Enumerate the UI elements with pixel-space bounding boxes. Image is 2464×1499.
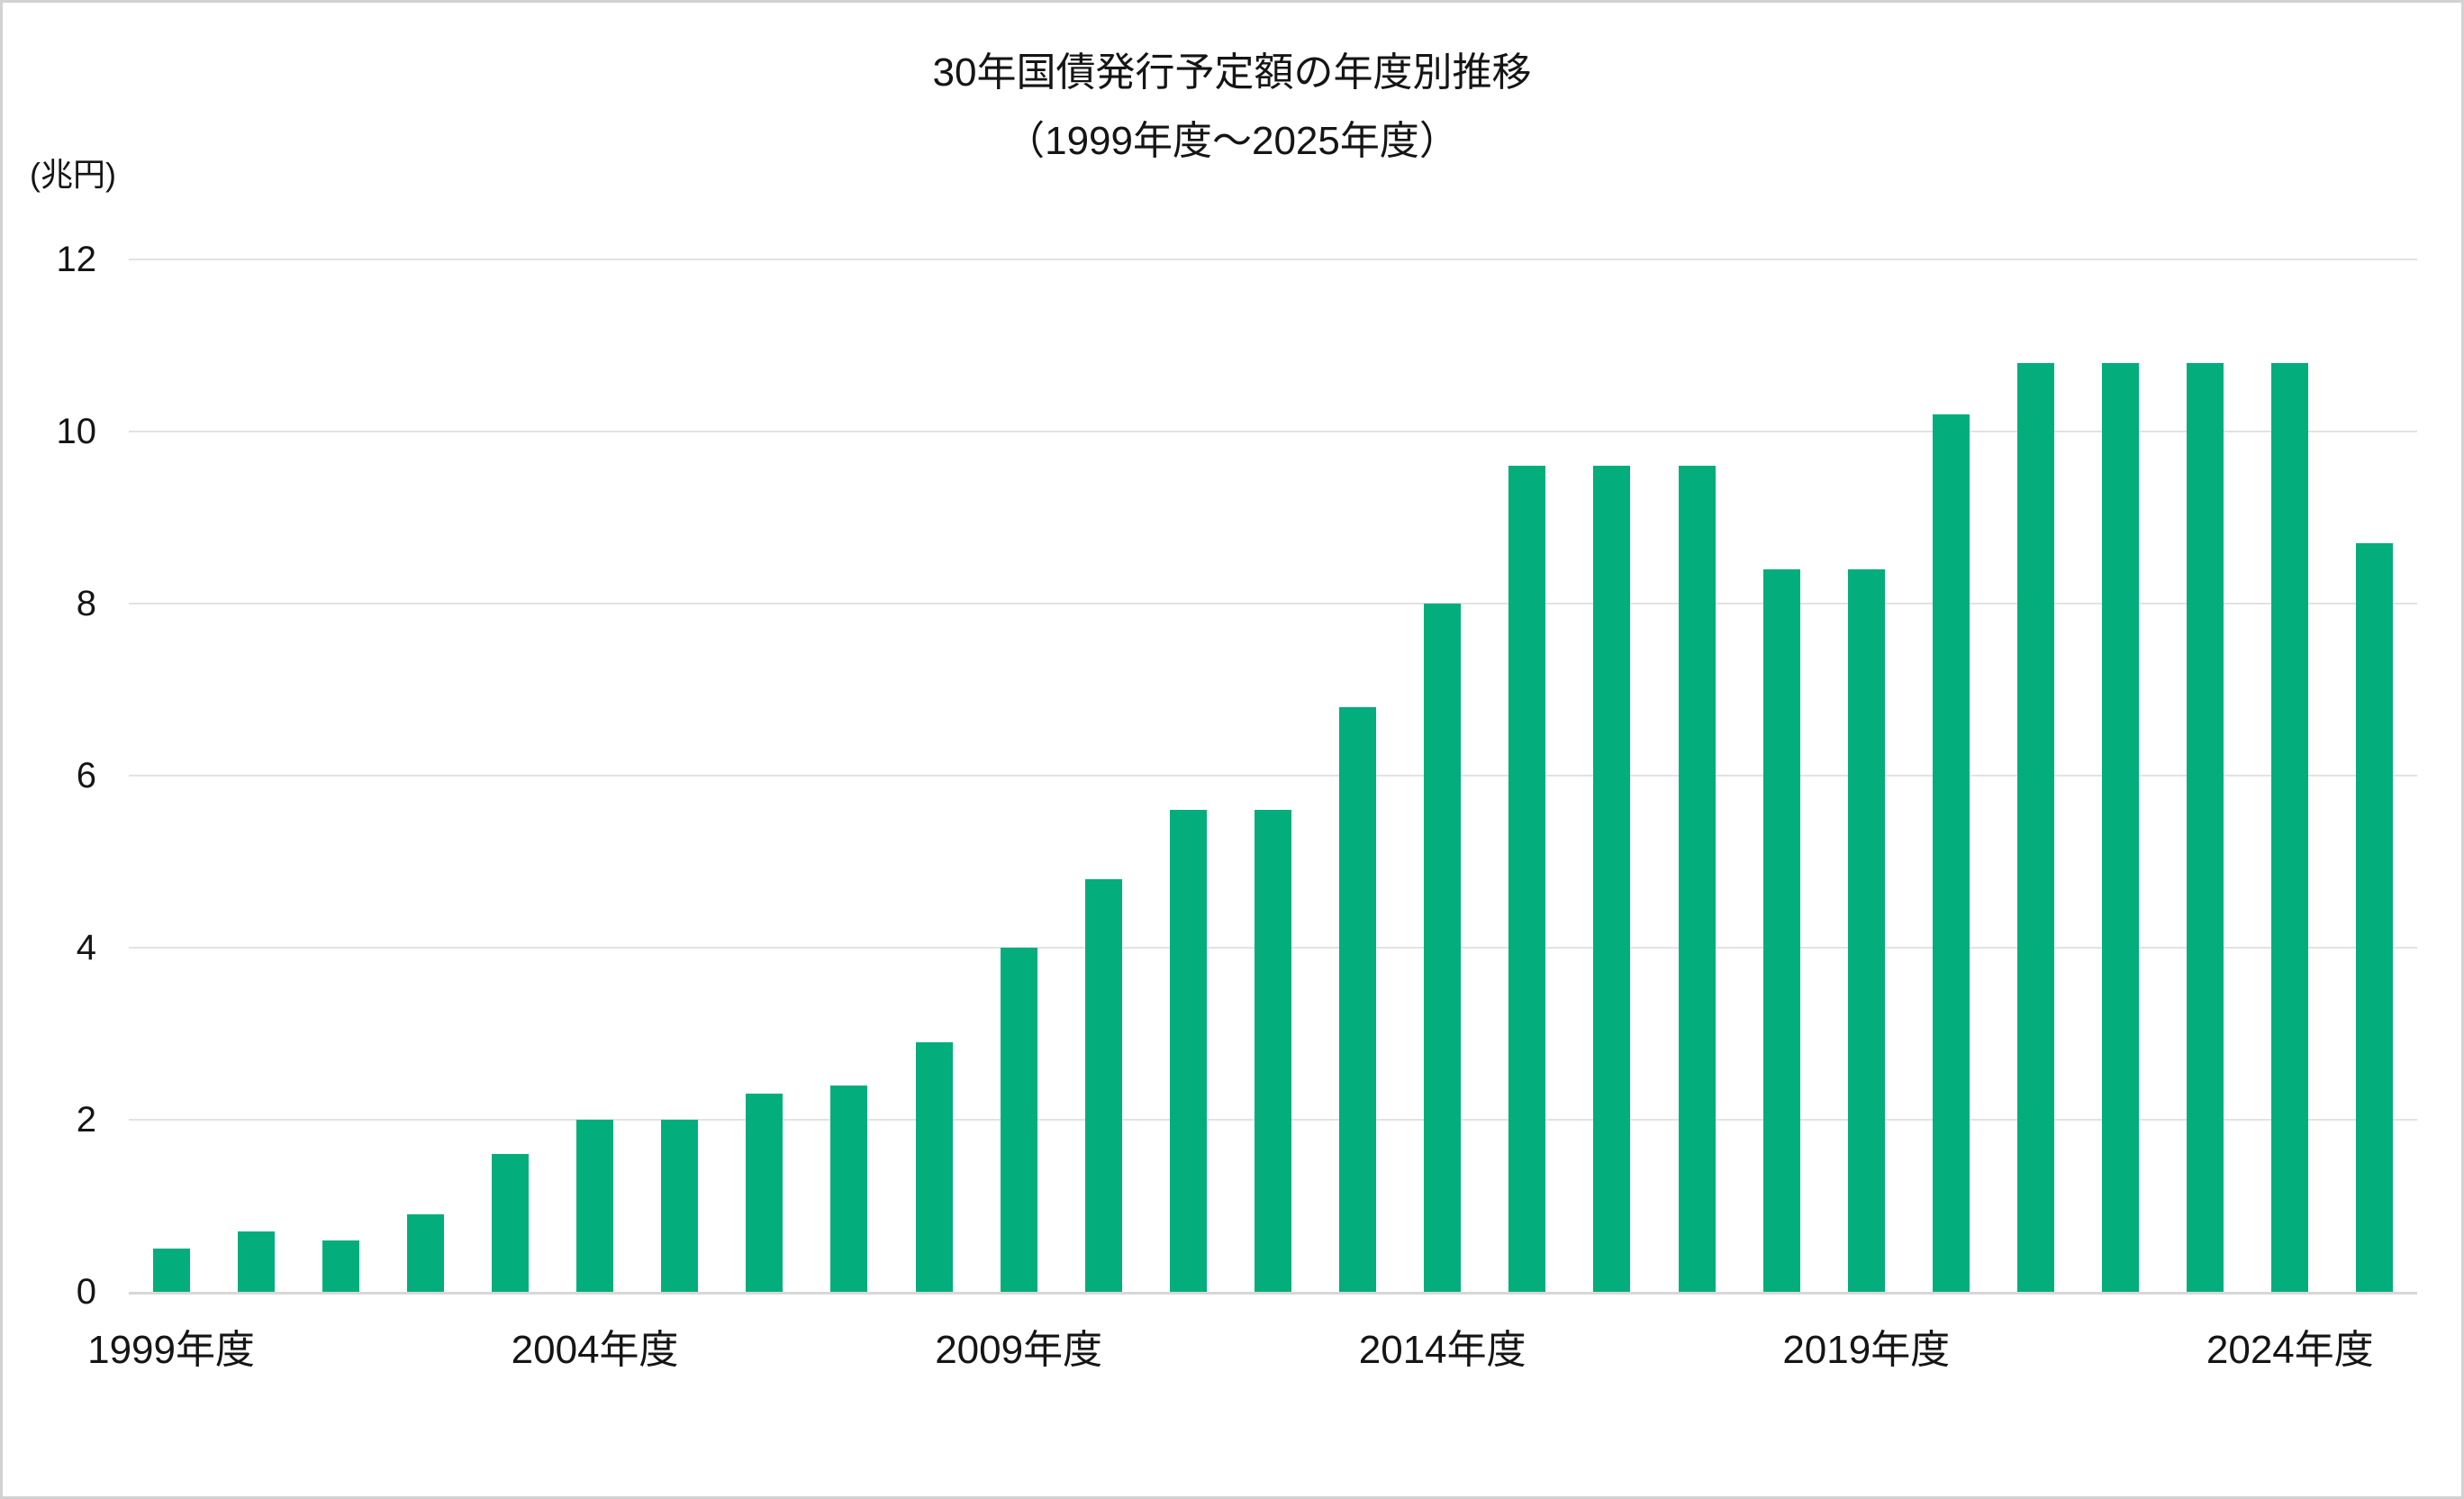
x-tick-label: 2024年度 <box>2206 1328 2374 1372</box>
bar <box>2102 362 2140 1292</box>
bar-slot <box>1146 259 1230 1292</box>
bar-slot <box>1908 259 1993 1292</box>
chart-subtitle: （1999年度～2025年度） <box>1005 119 1459 163</box>
bar <box>1254 810 1291 1292</box>
bar-slot <box>638 259 722 1292</box>
y-tick-label: 4 <box>76 928 96 968</box>
bar <box>152 1249 190 1292</box>
bar <box>915 1042 953 1292</box>
bar-slot <box>213 259 298 1292</box>
chart-title: 30年国債発行予定額の年度別推移 <box>932 50 1532 95</box>
bar-slot <box>298 259 383 1292</box>
bar-slot <box>1654 259 1739 1292</box>
plot-area <box>129 259 2417 1295</box>
bar-slot <box>2163 259 2248 1292</box>
bar <box>1932 413 1970 1292</box>
bar <box>2016 362 2054 1292</box>
y-tick-label: 2 <box>76 1100 96 1140</box>
y-axis-unit-label: (兆円) <box>30 156 116 193</box>
gridline-y-10 <box>129 431 2417 432</box>
bar <box>1593 466 1631 1292</box>
bar-slot <box>1739 259 1824 1292</box>
bar <box>1508 466 1546 1292</box>
y-tick-label: 10 <box>56 412 97 451</box>
bar <box>406 1214 444 1292</box>
gridline-y-12 <box>129 259 2417 260</box>
bar-slot <box>1824 259 1908 1292</box>
bar <box>1339 706 1377 1292</box>
bar <box>322 1240 359 1292</box>
bar <box>1169 810 1207 1292</box>
bar <box>237 1231 275 1292</box>
bar-slot <box>2248 259 2333 1292</box>
bar-slot <box>1485 259 1570 1292</box>
bar <box>1678 466 1716 1292</box>
bar <box>2187 362 2224 1292</box>
bar <box>491 1154 529 1292</box>
bar-slot <box>1061 259 1146 1292</box>
x-tick-label: 1999年度 <box>87 1328 255 1372</box>
bar <box>1084 878 1122 1292</box>
bar <box>1424 604 1462 1292</box>
y-axis-tick-labels: 0 2 4 6 8 10 12 <box>3 3 97 1496</box>
bar <box>830 1085 868 1292</box>
x-tick-label: 2019年度 <box>1782 1328 1951 1372</box>
bar-slot <box>129 259 213 1292</box>
bar-slot <box>553 259 638 1292</box>
x-tick-label: 2014年度 <box>1358 1328 1526 1372</box>
bar-slot <box>1570 259 1654 1292</box>
bar-series <box>129 259 2417 1292</box>
bar-slot <box>892 259 976 1292</box>
bar-slot <box>1230 259 1315 1292</box>
bar-slot <box>1993 259 2078 1292</box>
bar <box>661 1120 699 1292</box>
bar-slot <box>807 259 892 1292</box>
bar-slot <box>2079 259 2163 1292</box>
bar <box>1847 568 1885 1292</box>
bar-slot <box>1400 259 1485 1292</box>
bar-slot <box>383 259 467 1292</box>
bar-slot <box>722 259 807 1292</box>
bar <box>2271 362 2309 1292</box>
x-tick-label: 2009年度 <box>935 1328 1103 1372</box>
bar <box>1762 568 1800 1292</box>
gridline-y-8 <box>129 603 2417 604</box>
y-tick-label: 0 <box>76 1272 96 1312</box>
bar-slot <box>2333 259 2417 1292</box>
bar-slot <box>1316 259 1400 1292</box>
y-tick-label: 6 <box>76 756 96 795</box>
gridline-y-6 <box>129 775 2417 777</box>
bar-slot <box>976 259 1061 1292</box>
x-axis-tick-labels: 1999年度 2004年度 2009年度 2014年度 2019年度 2024年度 <box>3 3 2461 1496</box>
bar <box>746 1094 784 1292</box>
bar-slot <box>467 259 552 1292</box>
bar <box>1000 948 1037 1292</box>
x-tick-label: 2004年度 <box>511 1328 679 1372</box>
bar <box>2356 543 2394 1292</box>
y-tick-label: 8 <box>76 584 96 623</box>
y-tick-label: 12 <box>56 240 97 279</box>
bar <box>576 1120 614 1292</box>
